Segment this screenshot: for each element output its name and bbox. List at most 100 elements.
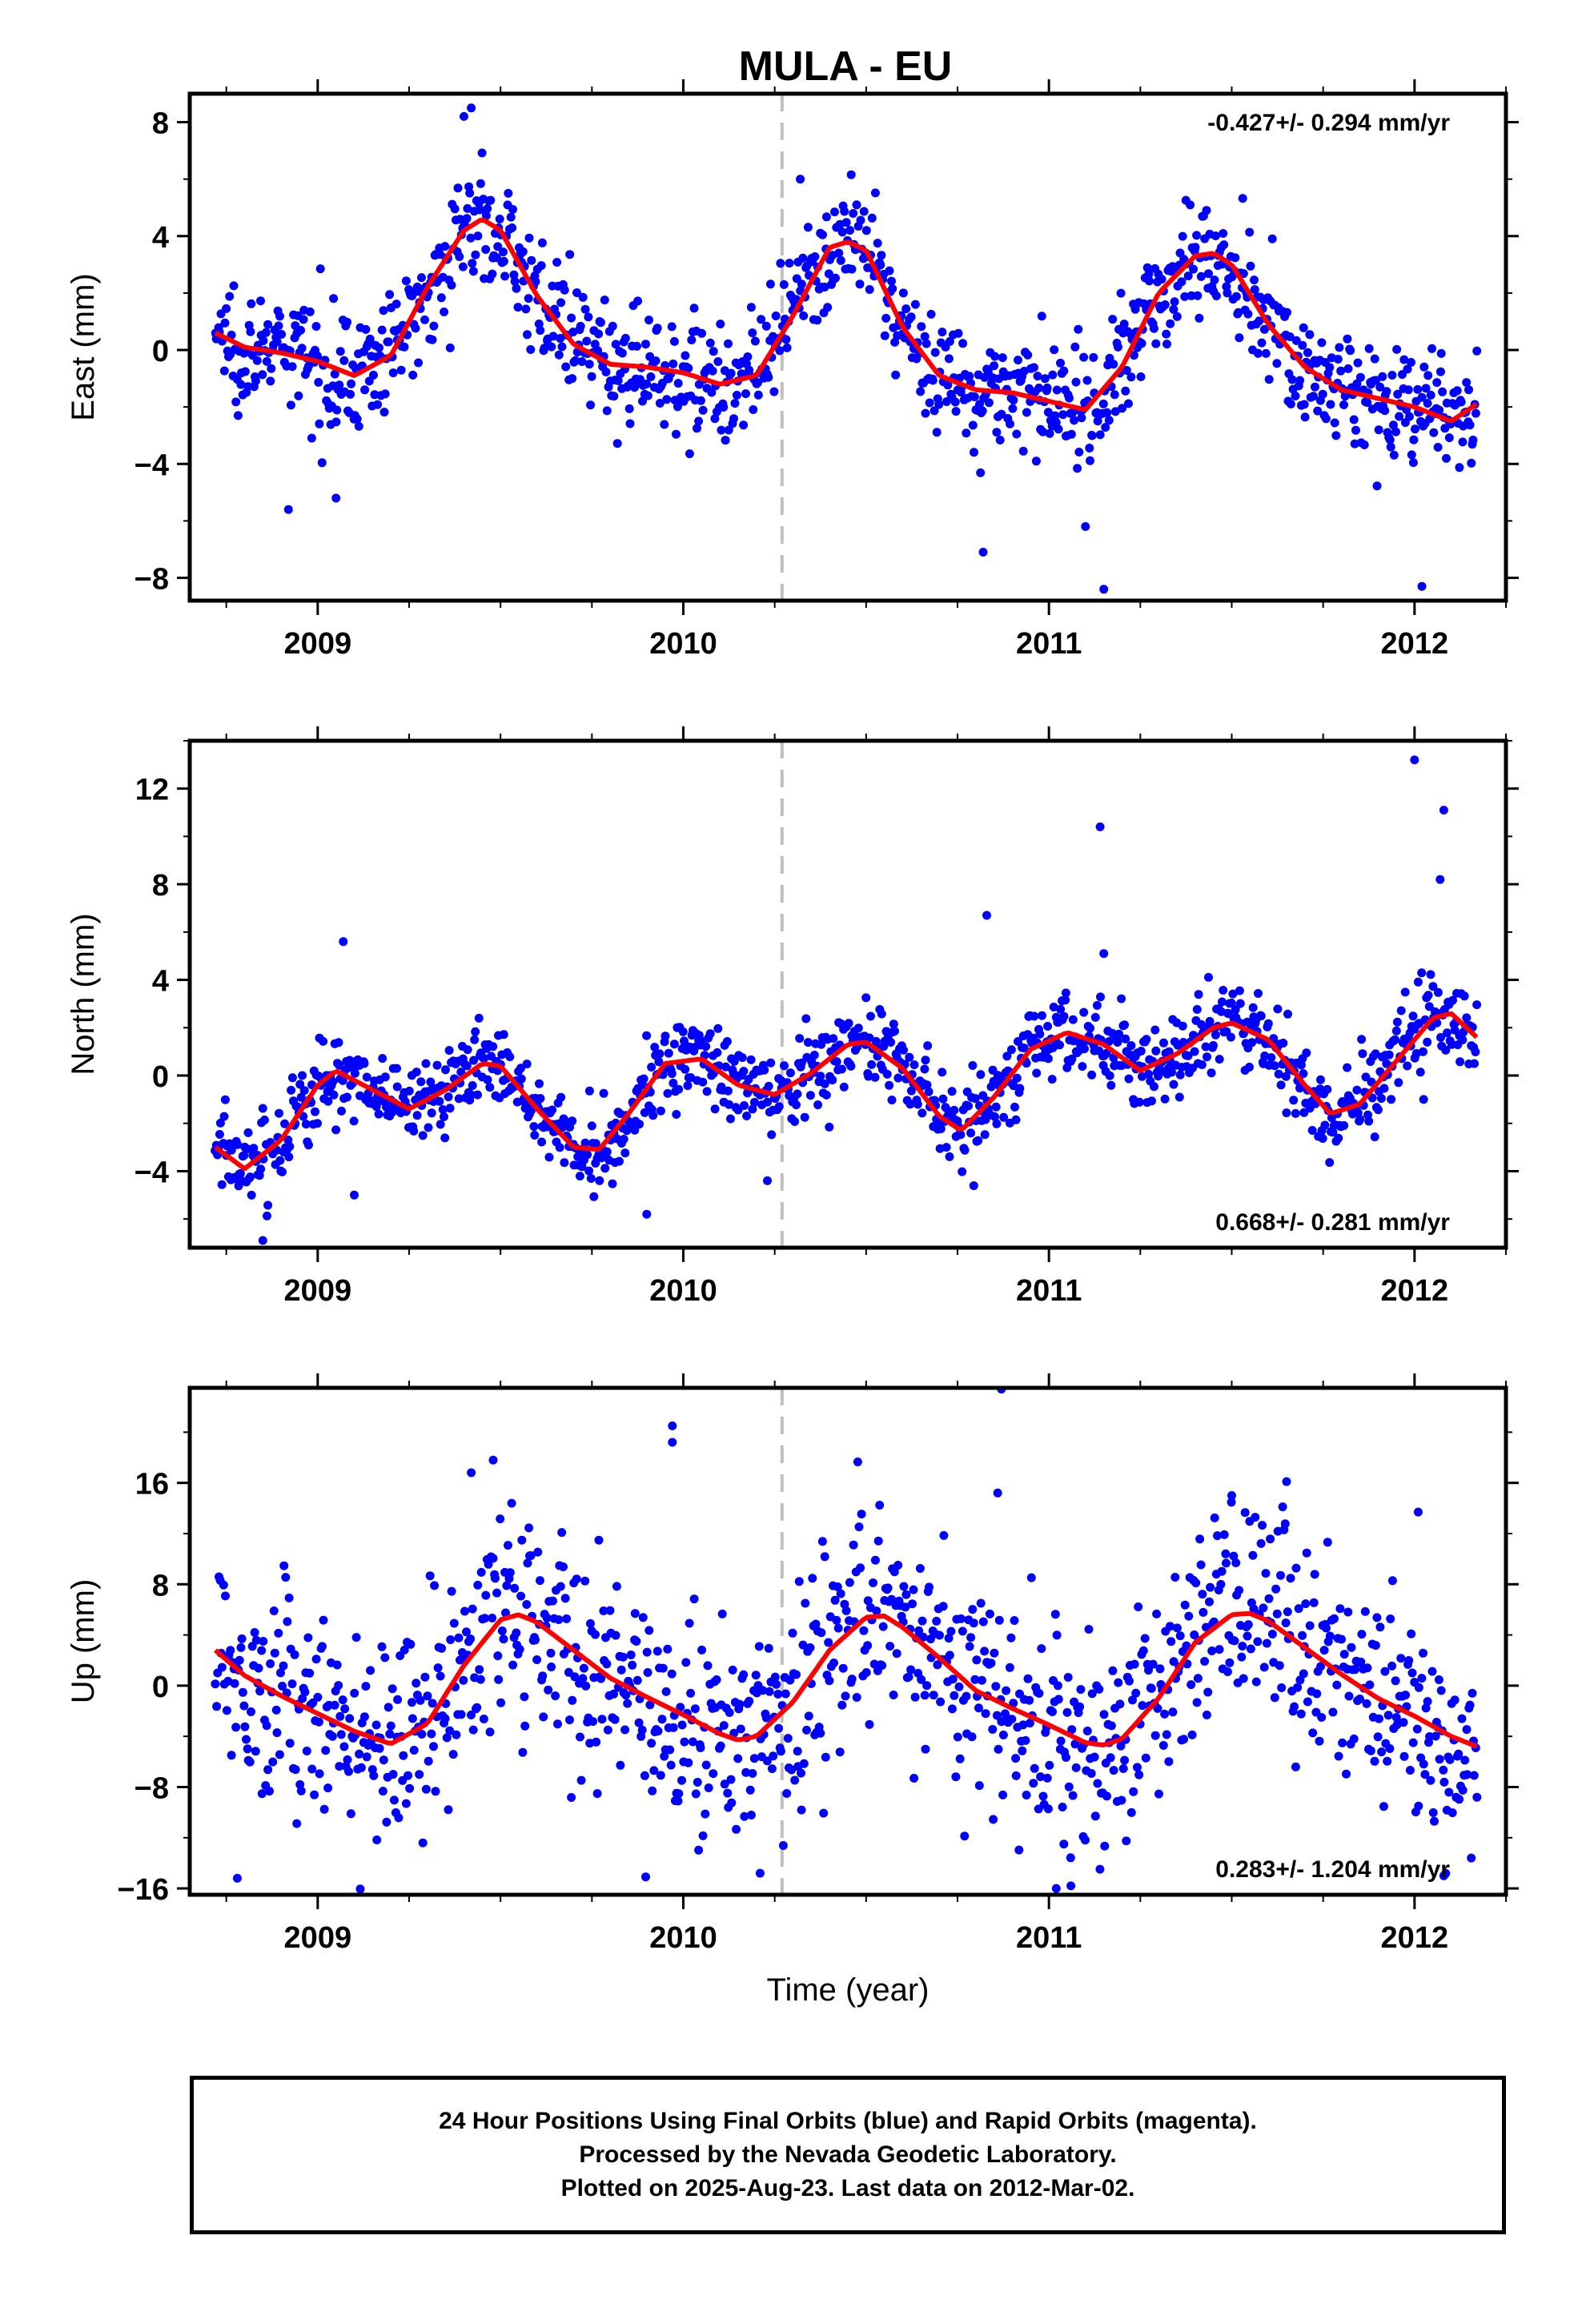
up-data-point [1379, 1802, 1388, 1811]
up-data-point [887, 1594, 897, 1604]
north-data-point [615, 1156, 624, 1166]
north-data-point [669, 1079, 678, 1088]
up-data-point [703, 1661, 713, 1671]
east-data-point [1116, 288, 1126, 298]
up-data-point [292, 1819, 302, 1828]
north-data-point [1281, 1072, 1291, 1081]
east-data-point [510, 276, 520, 286]
east-data-point [1295, 376, 1305, 385]
up-plot-frame [187, 1385, 1508, 1897]
up-data-point [1131, 1688, 1141, 1698]
east-data-point [361, 324, 371, 334]
east-data-point [1456, 397, 1466, 407]
north-data-point [713, 1047, 722, 1057]
up-data-point [908, 1599, 917, 1609]
north-data-point [580, 1138, 590, 1148]
east-data-point [921, 408, 930, 418]
up-data-point [1068, 1791, 1078, 1800]
up-data-point [1058, 1803, 1067, 1811]
east-ytick-label: −4 [135, 448, 169, 482]
up-data-point [1357, 1630, 1367, 1639]
north-data-point [1203, 1052, 1211, 1062]
up-data-point [1391, 1713, 1401, 1722]
east-data-point [380, 389, 390, 399]
north-data-point [922, 1080, 932, 1090]
east-data-point [1219, 229, 1228, 238]
north-data-point [1090, 1012, 1100, 1022]
north-data-point [1068, 1015, 1078, 1024]
east-data-point [296, 325, 305, 335]
east-data-point [779, 279, 789, 289]
up-data-point [553, 1719, 562, 1729]
up-data-point [1018, 1746, 1027, 1755]
north-data-point [785, 1068, 795, 1078]
up-data-point [1191, 1578, 1201, 1588]
east-data-point [1267, 234, 1277, 243]
up-data-point [1298, 1630, 1307, 1640]
east-data-point [1014, 356, 1022, 365]
north-data-point [1318, 1134, 1327, 1144]
east-data-point [1374, 425, 1383, 435]
up-data-point [1253, 1637, 1263, 1647]
east-data-point [506, 212, 516, 222]
east-data-point [377, 325, 387, 335]
up-data-point [761, 1713, 771, 1723]
up-data-point [245, 1757, 255, 1767]
up-data-point [712, 1675, 721, 1684]
east-data-point [1375, 382, 1385, 392]
east-data-point [578, 292, 588, 302]
up-data-point [1302, 1548, 1311, 1558]
north-data-point [1126, 1041, 1136, 1051]
up-data-point [499, 1634, 508, 1644]
east-data-point [1303, 348, 1312, 357]
up-data-point [1243, 1631, 1252, 1641]
north-data-point [516, 1074, 526, 1084]
north-data-point [469, 1055, 479, 1065]
east-data-point [876, 260, 885, 270]
up-data-point [1154, 1789, 1163, 1799]
up-data-point [1114, 1678, 1123, 1687]
up-data-point [1468, 1688, 1477, 1698]
east-data-point [998, 353, 1007, 363]
east-data-point [865, 285, 874, 294]
north-data-point [239, 1151, 249, 1160]
up-data-point [257, 1646, 267, 1655]
east-data-point [1169, 304, 1178, 314]
up-data-point [611, 1630, 620, 1640]
up-data-point [690, 1704, 700, 1714]
up-data-point [429, 1742, 438, 1751]
up-data-point [1155, 1664, 1165, 1674]
east-data-point [624, 404, 634, 413]
up-data-point [637, 1725, 647, 1735]
north-data-point [920, 1064, 930, 1074]
up-data-point [1363, 1663, 1372, 1673]
up-data-point [431, 1787, 440, 1796]
up-data-point [404, 1771, 412, 1780]
up-data-point [1404, 1656, 1414, 1665]
up-data-point [1141, 1753, 1150, 1763]
up-data-point [1391, 1676, 1400, 1686]
up-data-point [388, 1770, 398, 1779]
east-data-point [932, 428, 942, 437]
east-data-point [411, 324, 420, 333]
north-data-point [334, 1038, 343, 1047]
up-data-point [1458, 1786, 1468, 1795]
east-data-point [246, 327, 255, 336]
up-data-point [970, 1675, 980, 1684]
east-data-point [1157, 275, 1166, 284]
north-data-point [298, 1071, 307, 1080]
up-data-point [852, 1693, 861, 1702]
north-data-point [917, 1108, 927, 1118]
east-data-point [1371, 376, 1380, 385]
east-data-point [717, 425, 726, 435]
north-data-point [589, 1192, 599, 1201]
north-data-point [966, 1128, 976, 1138]
east-data-point [1202, 206, 1211, 215]
figure-title: MULA - EU [739, 43, 953, 90]
east-data-point [1435, 405, 1444, 415]
north-data-point [587, 1121, 596, 1131]
up-data-point [1343, 1607, 1353, 1617]
up-data-point [716, 1741, 725, 1751]
